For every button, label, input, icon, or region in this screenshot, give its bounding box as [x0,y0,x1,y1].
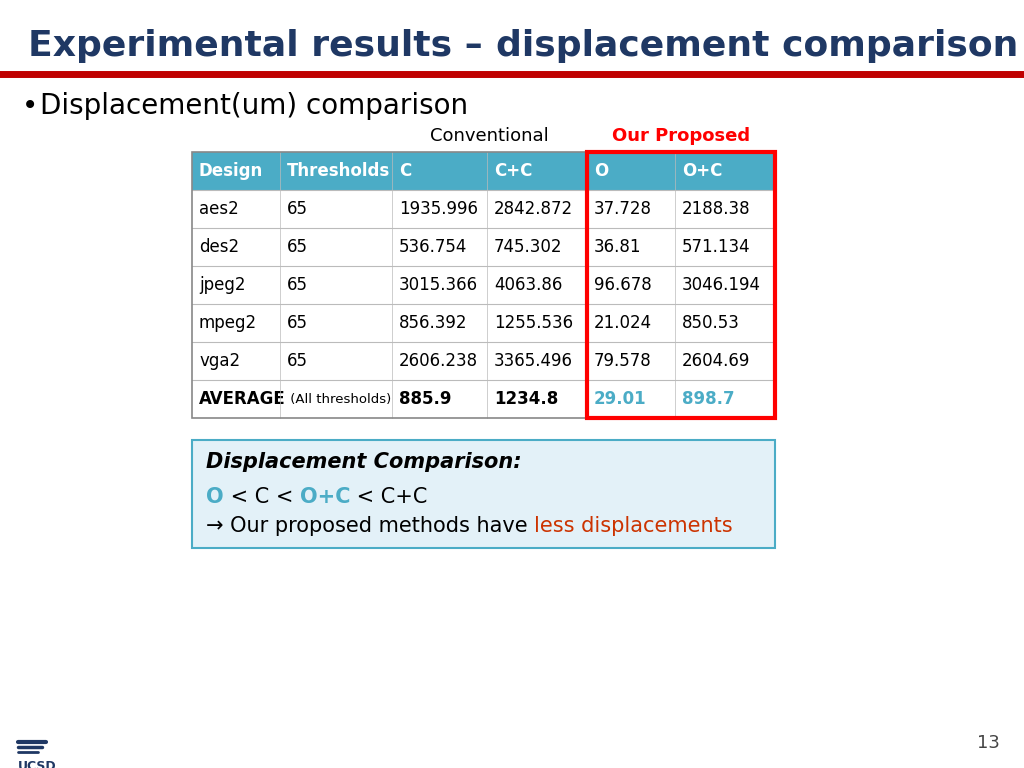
Text: Our Proposed: Our Proposed [612,127,750,145]
Text: 21.024: 21.024 [594,314,652,332]
Text: 745.302: 745.302 [494,238,562,256]
Text: 29.01: 29.01 [594,390,646,408]
Text: Thresholds: Thresholds [287,162,390,180]
Text: jpeg2: jpeg2 [199,276,246,294]
Text: aes2: aes2 [199,200,239,218]
Text: displacement comparison: displacement comparison [496,29,1018,63]
Text: 850.53: 850.53 [682,314,740,332]
Bar [193,440,775,548]
Bar [587,152,775,418]
Text: 2604.69: 2604.69 [682,352,751,370]
Text: 571.134: 571.134 [682,238,751,256]
Text: vga2: vga2 [199,352,240,370]
Bar [193,228,775,266]
Text: 65: 65 [287,238,308,256]
Text: Design: Design [199,162,263,180]
Text: (All thresholds): (All thresholds) [286,392,391,406]
Text: 1935.996: 1935.996 [399,200,478,218]
Text: AVERAGE: AVERAGE [199,390,286,408]
Bar [193,342,775,380]
Text: 2606.238: 2606.238 [399,352,478,370]
Text: mpeg2: mpeg2 [199,314,257,332]
Text: 65: 65 [287,200,308,218]
Text: C+C: C+C [494,162,532,180]
Text: 79.578: 79.578 [594,352,651,370]
Text: 1234.8: 1234.8 [494,390,558,408]
Text: 3015.366: 3015.366 [399,276,478,294]
Bar [193,304,775,342]
Bar [193,152,775,418]
Text: 3365.496: 3365.496 [494,352,573,370]
Text: UCSD: UCSD [18,760,56,768]
Text: O: O [206,487,223,507]
Text: O+C: O+C [682,162,722,180]
Text: 885.9: 885.9 [399,390,452,408]
Text: des2: des2 [199,238,240,256]
Text: 65: 65 [287,314,308,332]
Text: 536.754: 536.754 [399,238,467,256]
Bar [193,266,775,304]
Text: 2188.38: 2188.38 [682,200,751,218]
Text: Displacement Comparison:: Displacement Comparison: [206,452,521,472]
Text: < C+C: < C+C [350,487,427,507]
Text: Displacement(um) comparison: Displacement(um) comparison [40,92,468,120]
Text: 1255.536: 1255.536 [494,314,573,332]
Text: O: O [594,162,608,180]
Text: 3046.194: 3046.194 [682,276,761,294]
Text: → Our proposed methods have: → Our proposed methods have [206,516,535,536]
Text: 36.81: 36.81 [594,238,641,256]
Text: O+C: O+C [300,487,350,507]
Text: 13: 13 [977,734,1000,752]
Text: 37.728: 37.728 [594,200,652,218]
Text: 96.678: 96.678 [594,276,651,294]
Bar [193,190,775,228]
Text: 2842.872: 2842.872 [494,200,573,218]
Text: 65: 65 [287,352,308,370]
Text: less displacements: less displacements [535,516,733,536]
Text: 65: 65 [287,276,308,294]
Text: –: – [453,29,496,63]
Text: 856.392: 856.392 [399,314,468,332]
Bar [193,380,775,418]
Text: •: • [22,92,38,120]
Text: Experimental results: Experimental results [28,29,453,63]
Text: 4063.86: 4063.86 [494,276,562,294]
Text: Conventional: Conventional [430,127,549,145]
Text: < C <: < C < [223,487,300,507]
Text: C: C [399,162,412,180]
Text: 898.7: 898.7 [682,390,734,408]
Bar [193,152,775,190]
